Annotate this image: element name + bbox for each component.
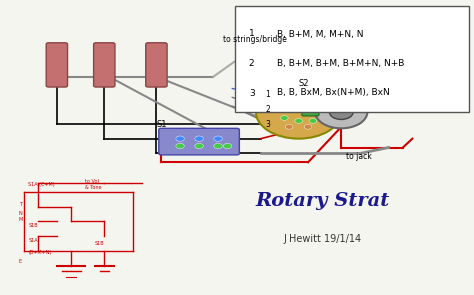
Text: 3: 3 xyxy=(249,88,255,98)
Circle shape xyxy=(409,83,426,94)
Circle shape xyxy=(214,136,222,141)
Text: 1: 1 xyxy=(265,90,270,99)
Circle shape xyxy=(281,116,288,120)
Text: to Vol: to Vol xyxy=(85,179,99,184)
Circle shape xyxy=(314,98,321,103)
Text: 2: 2 xyxy=(265,105,270,114)
Text: 1: 1 xyxy=(249,30,255,39)
Circle shape xyxy=(285,104,293,109)
Circle shape xyxy=(195,136,203,141)
Circle shape xyxy=(309,107,317,112)
FancyBboxPatch shape xyxy=(146,43,167,87)
Text: 3: 3 xyxy=(265,120,270,129)
FancyBboxPatch shape xyxy=(302,108,319,116)
Text: S1B: S1B xyxy=(95,241,104,246)
Circle shape xyxy=(290,95,298,100)
Circle shape xyxy=(329,105,353,119)
Text: J Hewitt 19/1/14: J Hewitt 19/1/14 xyxy=(283,234,361,244)
FancyBboxPatch shape xyxy=(94,43,115,87)
Text: N: N xyxy=(19,211,23,216)
Text: Rotary Strat: Rotary Strat xyxy=(255,193,390,211)
Text: S1: S1 xyxy=(156,120,167,129)
Circle shape xyxy=(285,124,293,129)
Text: & Tone: & Tone xyxy=(85,185,102,190)
Circle shape xyxy=(304,124,312,129)
Circle shape xyxy=(398,77,436,100)
Circle shape xyxy=(256,86,341,139)
Circle shape xyxy=(295,119,302,123)
Circle shape xyxy=(176,136,184,141)
Text: M: M xyxy=(19,217,23,222)
Circle shape xyxy=(300,107,307,112)
FancyBboxPatch shape xyxy=(46,43,67,87)
FancyBboxPatch shape xyxy=(159,128,239,155)
Text: to jack: to jack xyxy=(346,152,372,161)
Text: B, B+M, M, M+N, N: B, B+M, M, M+N, N xyxy=(277,30,364,39)
Text: 2: 2 xyxy=(249,59,255,68)
Circle shape xyxy=(309,119,317,123)
Text: T: T xyxy=(19,202,22,207)
FancyBboxPatch shape xyxy=(430,85,445,92)
Circle shape xyxy=(304,92,312,97)
FancyBboxPatch shape xyxy=(235,6,469,112)
Circle shape xyxy=(176,143,184,149)
Text: (B+M+N): (B+M+N) xyxy=(28,250,52,255)
Text: S1B: S1B xyxy=(28,223,38,228)
Text: S1A: S1A xyxy=(28,238,38,243)
Text: E: E xyxy=(19,258,22,263)
Text: S1A (C+M): S1A (C+M) xyxy=(28,182,55,187)
Text: S2: S2 xyxy=(298,78,309,88)
Circle shape xyxy=(195,143,203,149)
Circle shape xyxy=(214,143,222,149)
Text: B, B, BxM, Bx(N+M), BxN: B, B, BxM, Bx(N+M), BxN xyxy=(277,88,390,98)
Circle shape xyxy=(223,143,232,149)
Text: B, B+M, B+M, B+M+N, N+B: B, B+M, B+M, B+M+N, N+B xyxy=(277,59,405,68)
Text: to strings/bridge: to strings/bridge xyxy=(223,35,287,45)
Circle shape xyxy=(315,96,367,128)
